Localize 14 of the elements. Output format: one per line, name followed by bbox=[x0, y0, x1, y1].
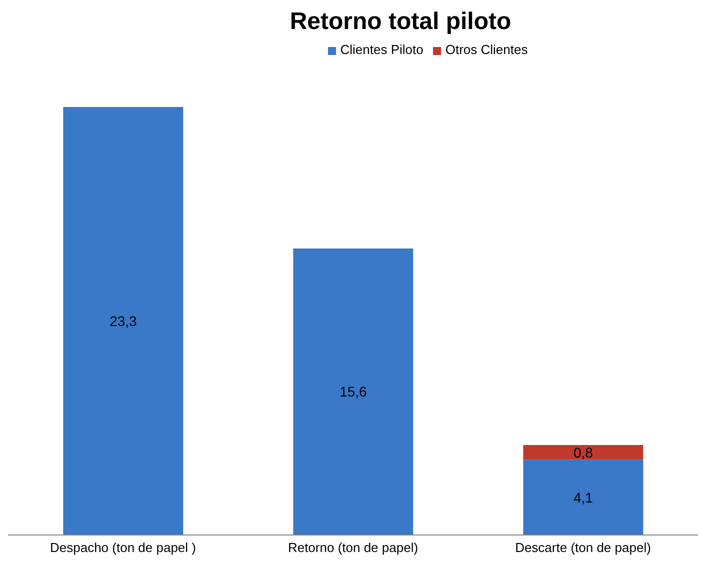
bar bbox=[523, 460, 644, 535]
legend-label: Clientes Piloto bbox=[340, 42, 424, 57]
data-label: 0,8 bbox=[573, 444, 594, 460]
x-tick-label: Retorno (ton de papel) bbox=[288, 540, 418, 556]
legend-label: Otros Clientes bbox=[445, 42, 528, 57]
x-tick-label: Descarte (ton de papel) bbox=[515, 540, 651, 556]
data-label: 15,6 bbox=[340, 384, 368, 400]
bar bbox=[523, 444, 644, 460]
bar bbox=[293, 248, 414, 535]
data-label: 23,3 bbox=[110, 312, 138, 329]
x-tick-label: Despacho (ton de papel ) bbox=[50, 540, 196, 556]
bar bbox=[63, 107, 184, 535]
chart-title: Retorno total piloto bbox=[288, 8, 512, 37]
data-label: 4,1 bbox=[573, 489, 594, 506]
